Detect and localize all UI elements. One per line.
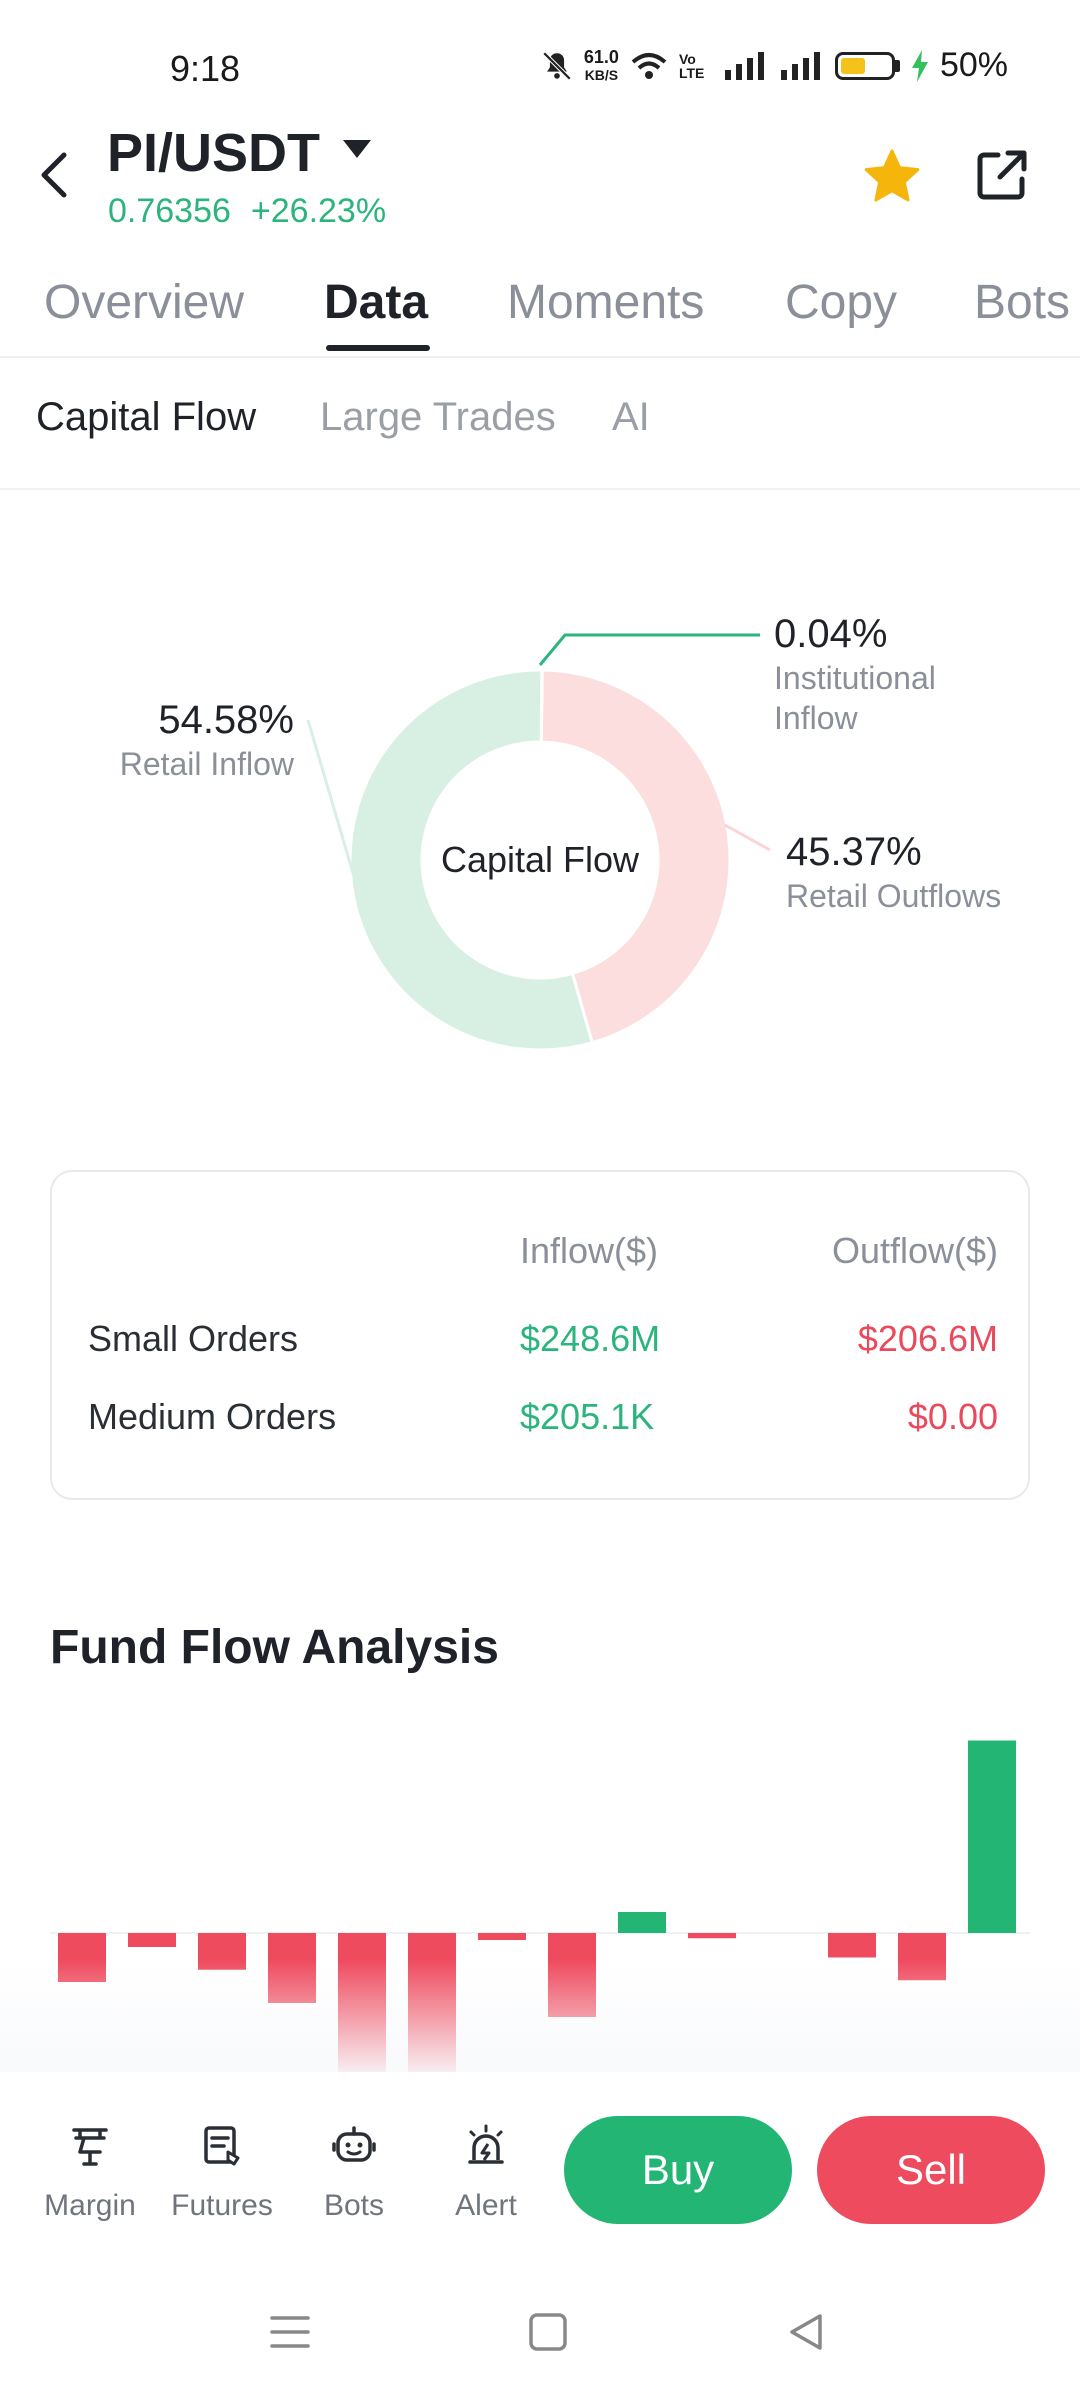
subtab-ai[interactable]: AI	[612, 395, 650, 439]
margin-button[interactable]: Margin	[35, 2122, 145, 2223]
share-icon	[977, 150, 1027, 200]
favorite-button[interactable]	[860, 145, 924, 209]
institutional-label-1: Institutional	[774, 660, 936, 696]
chart-fade	[0, 1960, 1080, 2080]
subtab-capital-flow[interactable]: Capital Flow	[36, 395, 257, 439]
fund-flow-bar	[688, 1933, 736, 1939]
outflow-header: Outflow($)	[831, 1230, 998, 1271]
row-label: Medium Orders	[88, 1396, 337, 1437]
home-icon[interactable]	[528, 2312, 568, 2352]
donut-slice-1	[539, 668, 732, 1045]
last-price: 0.76356	[108, 192, 231, 230]
retail-inflow-label: Retail Inflow	[119, 746, 294, 782]
bots-button[interactable]: Bots	[299, 2122, 409, 2223]
retail-inflow-pct: 54.58%	[158, 698, 294, 742]
divider	[0, 356, 1080, 358]
price-line: 0.76356 +26.23%	[108, 192, 386, 231]
futures-label: Futures	[171, 2189, 273, 2222]
status-bar: 9:18 61.0 KB/S Vo LTE	[0, 0, 1080, 130]
margin-icon	[72, 2128, 108, 2166]
main-tabs: Overview Data Moments Copy Bots	[0, 265, 1080, 357]
battery-icon	[834, 51, 900, 80]
row-inflow: $205.1K	[520, 1396, 655, 1437]
fund-flow-bar	[828, 1933, 876, 1958]
buy-button[interactable]: Buy	[564, 2116, 792, 2224]
status-time: 9:18	[170, 48, 241, 89]
institutional-label-2: Inflow	[774, 700, 858, 736]
institutional-leader-line	[538, 633, 760, 666]
futures-button[interactable]: Futures	[167, 2122, 277, 2223]
menu-icon[interactable]	[270, 2314, 310, 2350]
mute-bell-icon	[542, 51, 572, 80]
fund-flow-bar	[478, 1933, 526, 1940]
fund-flow-bar	[128, 1933, 176, 1947]
system-nav-bar	[0, 2252, 1080, 2400]
donut-center-label: Capital Flow	[441, 839, 640, 880]
retail-outflow-leader-line	[724, 823, 771, 852]
network-speed: 61.0 KB/S	[583, 46, 619, 83]
futures-icon	[204, 2126, 240, 2166]
active-tab-indicator	[326, 345, 430, 351]
signal-icon	[724, 51, 764, 80]
row-inflow: $248.6M	[520, 1318, 661, 1359]
tab-copy[interactable]: Copy	[785, 276, 898, 329]
donut-chart: Capital Flow	[306, 633, 771, 1052]
subtab-large-trades[interactable]: Large Trades	[320, 395, 556, 439]
chevron-left-icon	[41, 152, 67, 198]
institutional-pct: 0.04%	[774, 612, 888, 656]
bots-icon	[332, 2126, 376, 2162]
fund-flow-title: Fund Flow Analysis	[50, 1621, 499, 1674]
retail-outflow-pct: 45.37%	[786, 830, 922, 874]
signal-icon-2	[780, 51, 820, 80]
row-outflow: $0.00	[907, 1396, 998, 1437]
charging-bolt-icon	[911, 49, 928, 82]
back-triangle-icon[interactable]	[786, 2312, 826, 2352]
retail-outflow-label: Retail Outflows	[786, 878, 1002, 914]
tab-overview[interactable]: Overview	[44, 276, 245, 329]
status-icons: 61.0 KB/S Vo LTE 50%	[540, 46, 1008, 85]
margin-label: Margin	[44, 2189, 136, 2222]
flow-table-card: Inflow($) Outflow($) Small Orders $248.6…	[50, 1170, 1030, 1500]
fund-flow-bar	[968, 1740, 1016, 1933]
price-change: +26.23%	[250, 192, 387, 230]
inflow-header: Inflow($)	[520, 1230, 659, 1271]
fund-flow-bar	[618, 1912, 666, 1933]
battery-percent: 50%	[939, 46, 1008, 84]
row-label: Small Orders	[88, 1318, 299, 1359]
bots-label: Bots	[323, 2189, 385, 2222]
retail-inflow-leader-line	[306, 719, 357, 881]
alert-icon	[468, 2124, 504, 2164]
pair-title[interactable]: PI/USDT	[107, 123, 321, 183]
wifi-icon	[631, 52, 667, 79]
row-outflow: $206.6M	[857, 1318, 998, 1359]
share-button[interactable]	[970, 143, 1034, 207]
caret-down-icon[interactable]	[343, 140, 371, 158]
tab-moments[interactable]: Moments	[507, 276, 705, 329]
sub-tabs: Capital Flow Large Trades AI	[0, 395, 1080, 455]
tab-bots[interactable]: Bots	[974, 276, 1071, 329]
alert-label: Alert	[455, 2189, 517, 2222]
tab-data[interactable]: Data	[324, 276, 429, 329]
alert-button[interactable]: Alert	[431, 2122, 541, 2223]
star-icon	[864, 149, 920, 202]
capital-flow-donut: Capital Flow 0.04% Institutional Inflow …	[0, 560, 1080, 1080]
divider	[0, 488, 1080, 490]
donut-slice-2	[348, 668, 595, 1052]
volte-indicator: Vo LTE	[678, 50, 705, 81]
battery-level	[840, 57, 865, 74]
sell-button[interactable]: Sell	[817, 2116, 1045, 2224]
back-button[interactable]	[30, 145, 80, 205]
